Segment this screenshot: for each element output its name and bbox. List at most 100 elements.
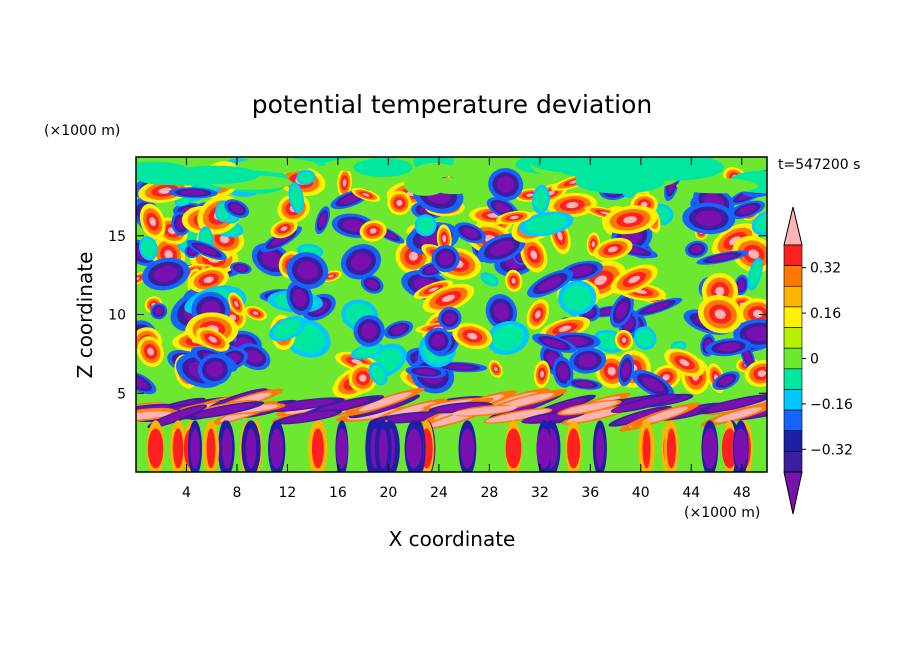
contour-cell — [261, 251, 282, 268]
contour-cell — [234, 158, 318, 172]
colorbar-segment — [783, 347, 803, 370]
x-axis-label: X coordinate — [389, 527, 516, 551]
contour-cell — [534, 188, 548, 211]
contour-cell — [594, 275, 608, 286]
contour-cell — [350, 252, 372, 271]
contour-cell — [509, 215, 519, 220]
contour-cell — [636, 329, 654, 348]
contour-cell — [737, 279, 745, 291]
colorbar-segment — [783, 409, 803, 432]
contour-cell — [366, 279, 378, 289]
contour-cell — [492, 325, 524, 351]
contour-cell — [150, 406, 205, 427]
contour-cell — [361, 322, 377, 339]
contour-cell — [415, 368, 437, 376]
contour-cell — [526, 193, 534, 197]
contour-cell — [342, 219, 365, 232]
contour-plume — [270, 428, 284, 469]
contour-plume — [505, 428, 522, 469]
contour-cell — [615, 301, 628, 320]
contour-cell — [494, 202, 511, 214]
contour-plume — [460, 428, 475, 469]
colorbar-arrow-low — [783, 471, 803, 515]
contour-plume — [642, 428, 651, 469]
contour-cell — [317, 398, 370, 413]
contour-cell — [535, 310, 541, 319]
chart-title: potential temperature deviation — [252, 90, 652, 119]
x-tick-label: 4 — [182, 485, 191, 501]
colorbar-label: −0.16 — [810, 397, 853, 413]
contour-cell — [608, 246, 618, 253]
contour-cell — [318, 213, 327, 228]
colorbar-segment — [783, 306, 803, 328]
contour-cell — [575, 381, 594, 387]
contour-cell — [164, 249, 173, 260]
contour-cell — [358, 392, 413, 412]
contour-cell — [136, 411, 172, 421]
contour-cell — [359, 374, 367, 382]
contour-plume — [733, 428, 748, 469]
contour-plume — [406, 428, 422, 469]
contour-cell — [485, 409, 551, 423]
contour-cell — [467, 332, 478, 340]
contour-cell — [752, 309, 763, 318]
contour-cell — [714, 407, 763, 423]
contour-cell — [707, 397, 763, 412]
contour-plume — [536, 428, 552, 469]
colorbar-segment — [783, 389, 803, 411]
contour-cell — [695, 210, 723, 227]
contour-cell — [181, 189, 206, 196]
contour-cell — [672, 342, 685, 351]
contour-cell — [580, 157, 663, 180]
contour-plume — [206, 428, 216, 469]
contour-cell — [493, 366, 498, 372]
contour-cell — [489, 240, 514, 256]
contour-cell — [530, 250, 538, 260]
contour-cell — [271, 399, 336, 411]
contour-cell — [498, 393, 554, 409]
contour-cell — [511, 278, 516, 284]
contour-cell — [147, 347, 154, 356]
colorbar-label: 0.32 — [810, 261, 841, 277]
contour-cell — [252, 311, 259, 315]
x-tick-label: 8 — [232, 485, 241, 501]
contour-cell — [746, 326, 767, 342]
contour-cell — [462, 227, 478, 239]
contour-cell — [482, 274, 497, 285]
contour-cell — [612, 394, 677, 412]
x-tick-label: 40 — [632, 485, 650, 501]
contour-cell — [644, 302, 670, 313]
contour-cell — [408, 251, 418, 261]
contour-cell — [434, 403, 487, 412]
contour-cell — [451, 406, 518, 416]
contour-cell — [428, 287, 439, 292]
contour-cell — [154, 307, 164, 316]
contour-cell — [429, 177, 479, 195]
contour-cell — [570, 265, 593, 277]
contour-cell — [354, 345, 380, 358]
contour-cell — [235, 265, 247, 272]
contour-cell — [280, 411, 337, 423]
contour-cell — [297, 261, 318, 280]
contour-cell — [621, 362, 631, 379]
contour-cell — [738, 205, 757, 215]
contour-cell — [444, 312, 456, 325]
contour-plume — [245, 428, 257, 469]
contour-cell — [208, 336, 218, 343]
colorbar-segment — [783, 265, 803, 287]
x-tick-label: 28 — [480, 485, 498, 501]
contour-cell — [628, 275, 641, 284]
contour-cell — [290, 186, 303, 210]
contour-plume — [702, 428, 718, 469]
colorbar-segment — [783, 327, 803, 349]
contour-cell — [417, 217, 434, 234]
contour-plume — [595, 428, 605, 469]
y-unit-label: (×1000 m) — [44, 123, 120, 139]
colorbar: 0.32 0.16 0 −0.16 −0.32 — [783, 206, 853, 515]
contour-cell — [396, 199, 403, 207]
colorbar-label: 0 — [810, 352, 819, 368]
contour-plume — [336, 428, 348, 469]
contour-plume — [311, 428, 324, 469]
contour-cell — [560, 401, 619, 415]
